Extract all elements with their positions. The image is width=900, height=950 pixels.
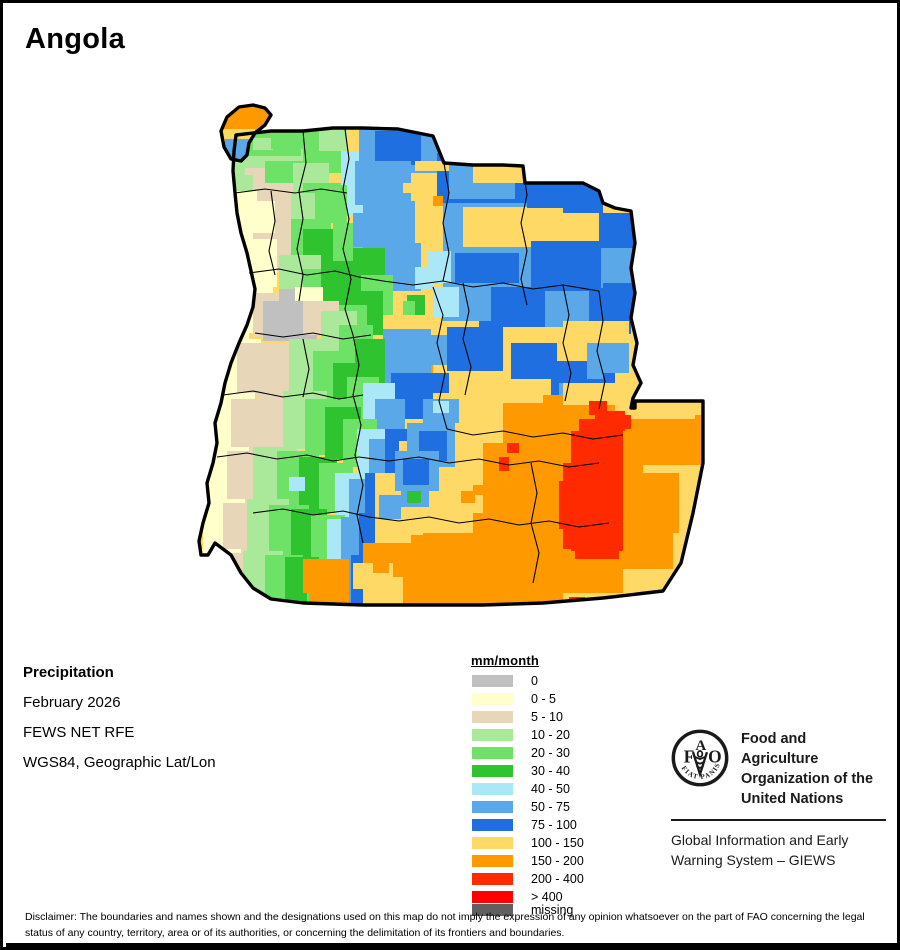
fao-name-line-2: Organization of the xyxy=(741,771,874,787)
legend: mm/month 0 0 - 5 5 - 10 10 - 20 20 - 30 30 - … xyxy=(471,653,584,906)
legend-label: 0 - 5 xyxy=(531,692,557,706)
legend-label: 0 xyxy=(531,674,538,688)
giews-line-1: Global Information and Early xyxy=(671,832,849,848)
map-info-block: Precipitation February 2026 FEWS NET RFE… xyxy=(23,658,353,778)
mainland-border xyxy=(197,126,705,607)
legend-row: 0 xyxy=(471,672,584,690)
fao-name: Food and Agriculture Organization of the… xyxy=(741,729,886,809)
cabinda-border xyxy=(219,103,273,163)
legend-label: > 400 xyxy=(531,890,563,904)
legend-label: 200 - 400 xyxy=(531,872,584,886)
giews-line-2: Warning System – GIEWS xyxy=(671,852,836,868)
legend-row: 10 - 20 xyxy=(471,726,584,744)
legend-row: 75 - 100 xyxy=(471,816,584,834)
fao-name-line-3: United Nations xyxy=(741,791,844,807)
legend-swatch xyxy=(471,818,514,832)
svg-text:O: O xyxy=(708,747,722,767)
legend-label: 100 - 150 xyxy=(531,836,584,850)
legend-swatch xyxy=(471,710,514,724)
legend-label: 20 - 30 xyxy=(531,746,570,760)
legend-label: 30 - 40 xyxy=(531,764,570,778)
legend-row: 5 - 10 xyxy=(471,708,584,726)
legend-row: 150 - 200 xyxy=(471,852,584,870)
legend-row: 30 - 40 xyxy=(471,762,584,780)
legend-row: 50 - 75 xyxy=(471,798,584,816)
legend-swatch xyxy=(471,764,514,778)
fao-divider xyxy=(671,819,886,821)
legend-swatch xyxy=(471,692,514,706)
bottom-divider xyxy=(6,943,897,947)
info-line-projection: WGS84, Geographic Lat/Lon xyxy=(23,754,216,771)
legend-swatch-missing xyxy=(471,903,514,917)
legend-row: 0 - 5 xyxy=(471,690,584,708)
legend-swatch xyxy=(471,836,514,850)
legend-row: 100 - 150 xyxy=(471,834,584,852)
legend-label: 75 - 100 xyxy=(531,818,577,832)
svg-text:F: F xyxy=(684,747,695,767)
legend-swatch xyxy=(471,782,514,796)
legend-title: mm/month xyxy=(471,653,540,668)
info-line-period: February 2026 xyxy=(23,694,121,711)
legend-label-missing: missing xyxy=(531,903,574,917)
giews-name: Global Information and Early Warning Sys… xyxy=(671,830,886,870)
svg-text:A: A xyxy=(695,738,706,754)
legend-label: 10 - 20 xyxy=(531,728,570,742)
precipitation-map[interactable] xyxy=(3,43,897,623)
legend-row: 20 - 30 xyxy=(471,744,584,762)
legend-swatch xyxy=(471,728,514,742)
legend-label: 5 - 10 xyxy=(531,710,563,724)
legend-swatch xyxy=(471,674,514,688)
fao-logo-icon: F A O FIAT PANIS xyxy=(671,729,729,787)
legend-swatch xyxy=(471,872,514,886)
legend-swatch xyxy=(471,800,514,814)
legend-swatch xyxy=(471,746,514,760)
legend-swatch xyxy=(471,854,514,868)
legend-row: 40 - 50 xyxy=(471,780,584,798)
legend-label: 40 - 50 xyxy=(531,782,570,796)
legend-label: 50 - 75 xyxy=(531,800,570,814)
page-title: Angola xyxy=(25,23,126,55)
legend-row-missing: missing xyxy=(471,901,573,919)
legend-label: 150 - 200 xyxy=(531,854,584,868)
info-line-source: FEWS NET RFE xyxy=(23,724,135,741)
fao-branding: F A O FIAT PANIS Food and Agriculture Or… xyxy=(671,729,886,870)
fao-name-line-1: Food and Agriculture xyxy=(741,731,819,767)
legend-rows: 0 0 - 5 5 - 10 10 - 20 20 - 30 30 - 40 40 - 50… xyxy=(471,672,584,906)
info-line-precipitation: Precipitation xyxy=(23,664,114,681)
province-boundaries xyxy=(216,128,624,584)
legend-row: 200 - 400 xyxy=(471,870,584,888)
disclaimer-text: Disclaimer: The boundaries and names sho… xyxy=(25,911,865,939)
